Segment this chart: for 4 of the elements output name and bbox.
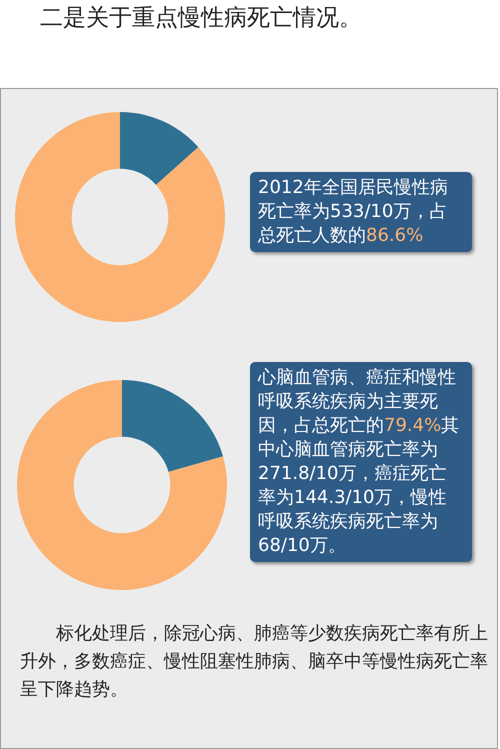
text: 2012年全国居民慢性病死亡率为533/10万，占总死亡人数的86.6%: [250, 172, 472, 252]
text: 标化处理后，除冠心病、肺癌等少数疾病死亡率有所上升外，多数癌症、慢性阻塞性肺病、脑卒中等慢性病死亡率呈下降趋势。: [20, 622, 489, 702]
chart-title: 二是关于重点慢性病死亡情况。: [40, 4, 362, 33]
text: 心脑血管病、癌症和慢性呼吸系统疾病为主要死因，占总死亡的79.4%其中心脑血管病死亡率为271.8/10万，癌症死亡率为144.3/10万，慢性呼吸系统疾病死亡率为68/10万。: [258, 367, 460, 556]
